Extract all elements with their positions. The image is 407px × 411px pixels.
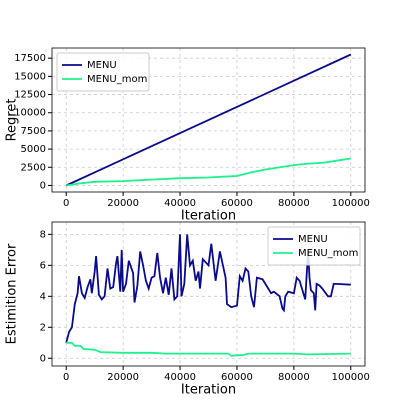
y-tick-label: 12500 bbox=[14, 90, 46, 101]
x-tick-label: 80000 bbox=[278, 198, 310, 209]
y-tick-label: 2 bbox=[40, 322, 46, 333]
data-line bbox=[65, 234, 351, 344]
y-tick-label: 10000 bbox=[14, 108, 46, 119]
y-tick-label: 0 bbox=[40, 180, 46, 191]
plot-frame bbox=[51, 221, 366, 367]
legend-label: MENU bbox=[87, 60, 117, 71]
x-tick-label: 20000 bbox=[107, 372, 139, 383]
data-line bbox=[66, 157, 351, 187]
x-tick-label: 20000 bbox=[107, 198, 139, 209]
legend-label: MENU_mom bbox=[298, 248, 358, 259]
y-tick-label: 8 bbox=[40, 229, 46, 240]
y-tick-label: 15000 bbox=[14, 71, 46, 82]
plot-frame bbox=[51, 47, 366, 193]
y-tick-label: 6 bbox=[40, 260, 46, 271]
legend: MENU MENU_mom bbox=[267, 226, 361, 266]
legend-label: MENU bbox=[298, 234, 328, 245]
y-tick-label: 4 bbox=[40, 291, 46, 302]
x-tick-label: 100000 bbox=[332, 372, 370, 383]
x-tick-label: 0 bbox=[63, 198, 69, 209]
y-axis-label: Estimition Error bbox=[5, 243, 20, 344]
y-axis-label: Regret bbox=[5, 99, 20, 142]
x-tick-label: 40000 bbox=[164, 198, 196, 209]
y-tick-label: 17500 bbox=[14, 53, 46, 64]
x-tick-label: 80000 bbox=[278, 372, 310, 383]
data-line bbox=[66, 341, 351, 357]
x-axis-label: Iteration bbox=[181, 383, 236, 398]
x-tick-label: 40000 bbox=[164, 372, 196, 383]
y-tick-label: 7500 bbox=[21, 126, 46, 137]
y-tick-label: 0 bbox=[40, 353, 46, 364]
y-tick-label: 5000 bbox=[21, 144, 46, 155]
legend: MENU MENU_mom bbox=[56, 52, 150, 92]
x-tick-label: 0 bbox=[63, 372, 69, 383]
y-tick-label: 2500 bbox=[21, 162, 46, 173]
x-tick-label: 60000 bbox=[221, 372, 253, 383]
x-tick-label: 60000 bbox=[221, 198, 253, 209]
x-axis-label: Iteration bbox=[181, 209, 236, 224]
legend-box bbox=[56, 52, 150, 92]
legend-label: MENU_mom bbox=[87, 74, 147, 85]
x-tick-label: 100000 bbox=[332, 198, 370, 209]
legend-box bbox=[267, 226, 361, 266]
data-line bbox=[65, 53, 352, 187]
